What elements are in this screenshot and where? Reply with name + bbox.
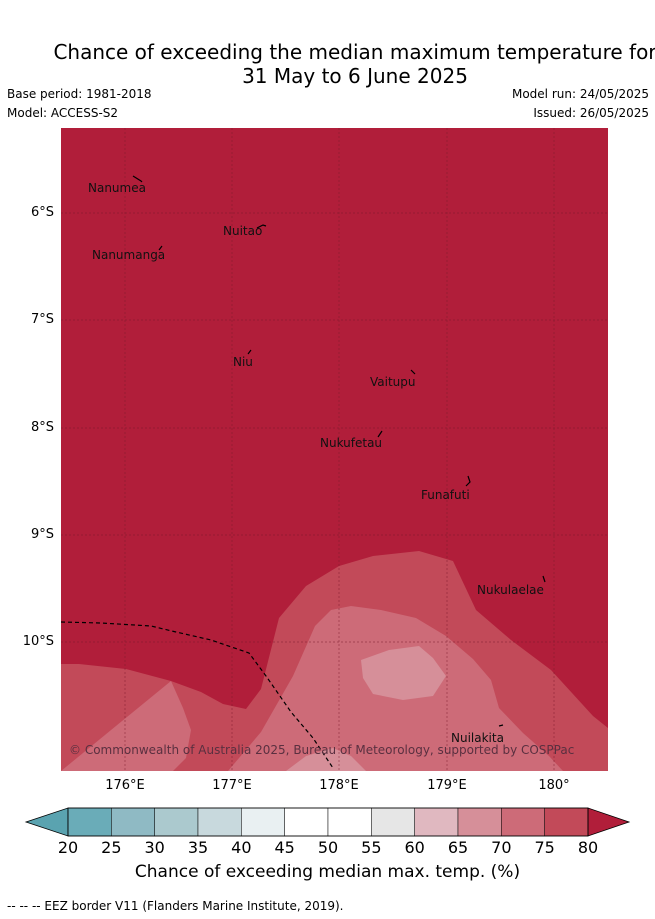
colorbar-bin-7 (371, 807, 415, 837)
place-label-niu: Niu (233, 355, 253, 369)
model-run: Model run: 24/05/2025 (511, 87, 649, 101)
probability-map (61, 128, 608, 771)
place-label-nuitao: Nuitao (223, 224, 263, 238)
colorbar-tick-label: 75 (534, 838, 555, 857)
lon-label-180: 180° (538, 778, 570, 793)
colorbar-bin-6 (327, 807, 372, 837)
place-label-nanumanga: Nanumanga (92, 248, 166, 262)
lat-label-7s: 7°S (30, 312, 54, 327)
lon-label-177e: 177°E (212, 778, 252, 793)
island-niu (247, 349, 252, 355)
contour-65 (361, 646, 446, 700)
colorbar-frame (67, 807, 589, 837)
map-title: Chance of exceeding the median maximum t… (0, 40, 655, 88)
lat-label-9s: 9°S (30, 527, 54, 542)
colorbar-bin-4 (241, 807, 285, 837)
colorbar (24, 807, 631, 837)
colorbar-bin-3 (197, 807, 242, 837)
island-nuilakita (498, 724, 504, 727)
lon-label-178e: 178°E (319, 778, 359, 793)
place-label-nukufetau: Nukufetau (320, 436, 383, 450)
place-label-funafuti: Funafuti (421, 488, 470, 502)
colorbar-tick-label: 25 (101, 838, 122, 857)
colorbar-tick-label: 20 (57, 838, 79, 857)
colorbar-under-arrow (24, 807, 69, 837)
place-label-nanumea: Nanumea (88, 181, 146, 195)
eez-legend: -- -- -- EEZ border V11 (Flanders Marine… (7, 899, 344, 913)
island-nukulaelae (542, 575, 546, 583)
lon-label-179e: 179°E (427, 778, 467, 793)
lat-label-6s: 6°S (30, 205, 54, 220)
issued-date: Issued: 26/05/2025 (533, 106, 649, 120)
island-vaitupu (410, 369, 416, 375)
lon-label-176e: 176°E (105, 778, 145, 793)
map-title-line1: Chance of exceeding the median maximum t… (53, 40, 655, 64)
colorbar-bins (67, 807, 589, 837)
colorbar-bin-5 (284, 807, 329, 837)
colorbar-tick-label: 70 (491, 838, 512, 857)
contour-70 (61, 606, 563, 771)
place-label-vaitupu: Vaitupu (370, 375, 416, 389)
colorbar-bin-1 (111, 807, 155, 837)
island-nukufetau (377, 430, 383, 438)
copyright-notice: © Commonwealth of Australia 2025, Bureau… (69, 743, 575, 757)
colorbar-bin-8 (414, 807, 459, 837)
colorbar-tick-label: 65 (447, 838, 469, 857)
contour-65-south (286, 748, 366, 771)
map-title-line2: 31 May to 6 June 2025 (242, 64, 468, 88)
lat-label-8s: 8°S (30, 420, 54, 435)
colorbar-tick-label: 80 (577, 838, 599, 857)
colorbar-tick-label: 30 (144, 838, 165, 857)
colorbar-bin-11 (544, 807, 589, 837)
colorbar-tick-label: 45 (274, 838, 295, 857)
colorbar-bin-0 (67, 807, 112, 837)
eez-border (61, 621, 334, 769)
colorbar-tick-label: 60 (404, 838, 425, 857)
colorbar-tick-label: 35 (187, 838, 209, 857)
base-period: Base period: 1981-2018 (7, 87, 152, 101)
island-nanumanga (158, 245, 163, 251)
island-nuitao (256, 224, 267, 229)
colorbar-tick-label: 50 (317, 838, 339, 857)
place-label-nukulaelae: Nukulaelae (477, 583, 544, 597)
colorbar-bin-2 (154, 807, 199, 837)
colorbar-bin-10 (501, 807, 545, 837)
colorbar-title: Chance of exceeding median max. temp. (%… (134, 862, 521, 882)
island-nanumea (132, 175, 143, 183)
island-outlines (132, 175, 546, 727)
place-label-nuilakita: Nuilakita (451, 731, 504, 745)
lat-label-10s: 10°S (22, 634, 54, 649)
island-funafuti (465, 475, 471, 487)
colorbar-over-arrow (587, 807, 631, 837)
colorbar-tick-label: 55 (361, 838, 382, 857)
model-name: Model: ACCESS-S2 (7, 106, 119, 120)
map-gridlines (61, 128, 608, 771)
colorbar-tick-label: 40 (231, 838, 252, 857)
colorbar-bin-9 (457, 807, 502, 837)
